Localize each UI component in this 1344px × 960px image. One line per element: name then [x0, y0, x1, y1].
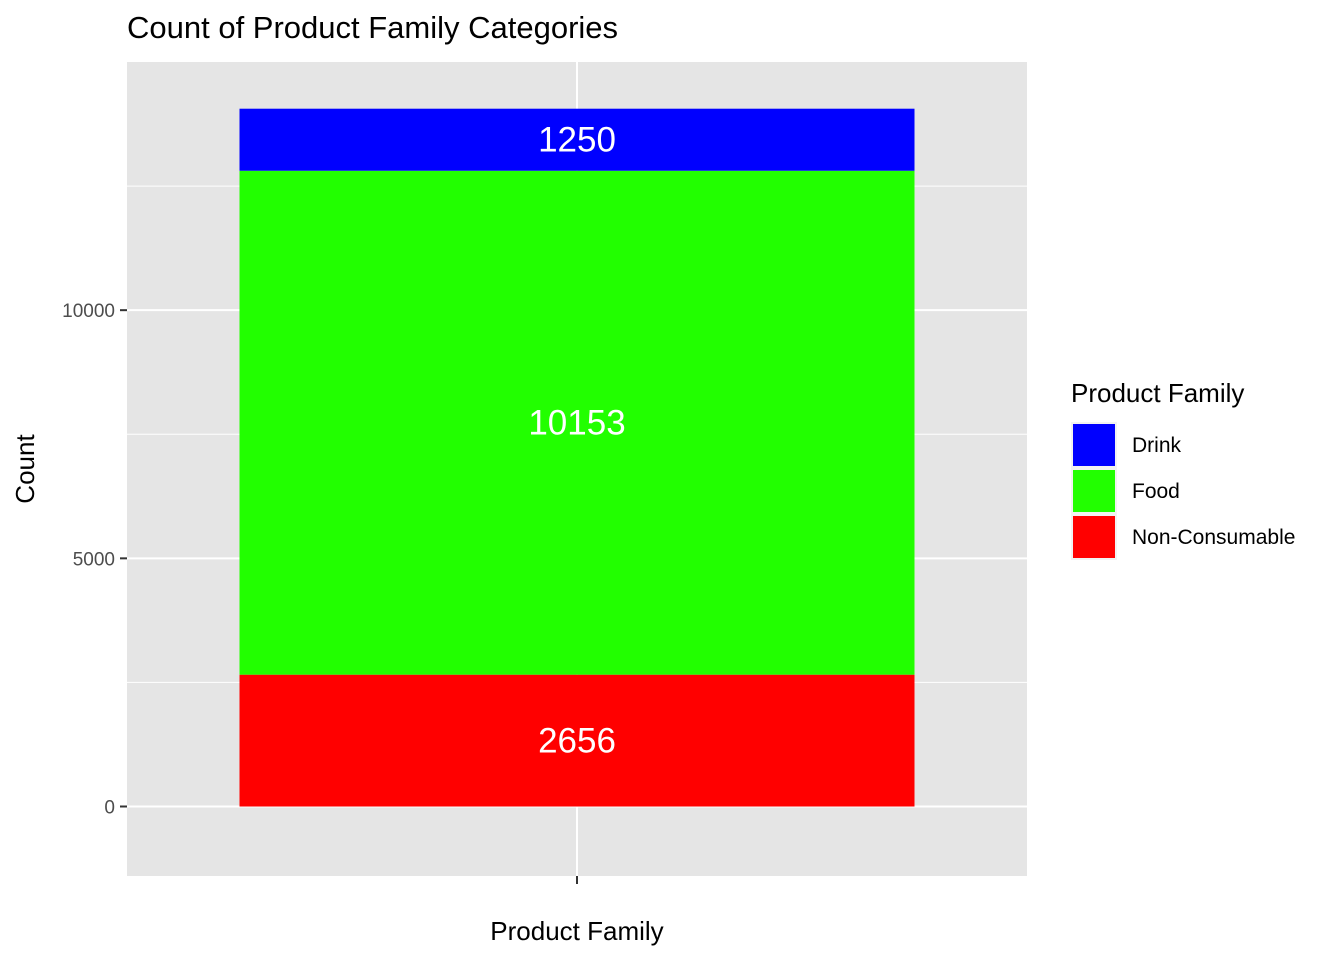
legend-swatch	[1073, 424, 1115, 466]
legend-label: Food	[1132, 480, 1180, 503]
legend-swatch	[1073, 470, 1115, 512]
y-tick-label: 10000	[62, 301, 115, 322]
legend-label: Drink	[1132, 434, 1182, 457]
legend: Product Family Drink Food Non-Consumable	[1071, 378, 1295, 560]
legend-title: Product Family	[1071, 378, 1244, 408]
legend-label: Non-Consumable	[1132, 526, 1295, 549]
chart-title: Count of Product Family Categories	[127, 10, 618, 45]
bar-segment-food	[239, 170, 915, 675]
bar-labels: 2656 10153 1250	[528, 121, 625, 761]
y-axis-title: Count	[10, 434, 40, 504]
legend-items: Drink Food Non-Consumable	[1071, 422, 1295, 560]
legend-swatch	[1073, 516, 1115, 558]
bar-value-label: 10153	[528, 404, 625, 443]
axes: 0 5000 10000	[62, 301, 578, 884]
x-axis-title: Product Family	[490, 916, 663, 946]
bar-value-label: 1250	[538, 121, 616, 160]
y-tick-label: 5000	[73, 549, 115, 570]
bar-value-label: 2656	[538, 722, 616, 761]
y-tick-label: 0	[104, 798, 115, 819]
bar-segment-drink	[239, 108, 915, 171]
bar-stack	[239, 108, 915, 807]
bar-segment-non-consumable	[239, 674, 915, 807]
